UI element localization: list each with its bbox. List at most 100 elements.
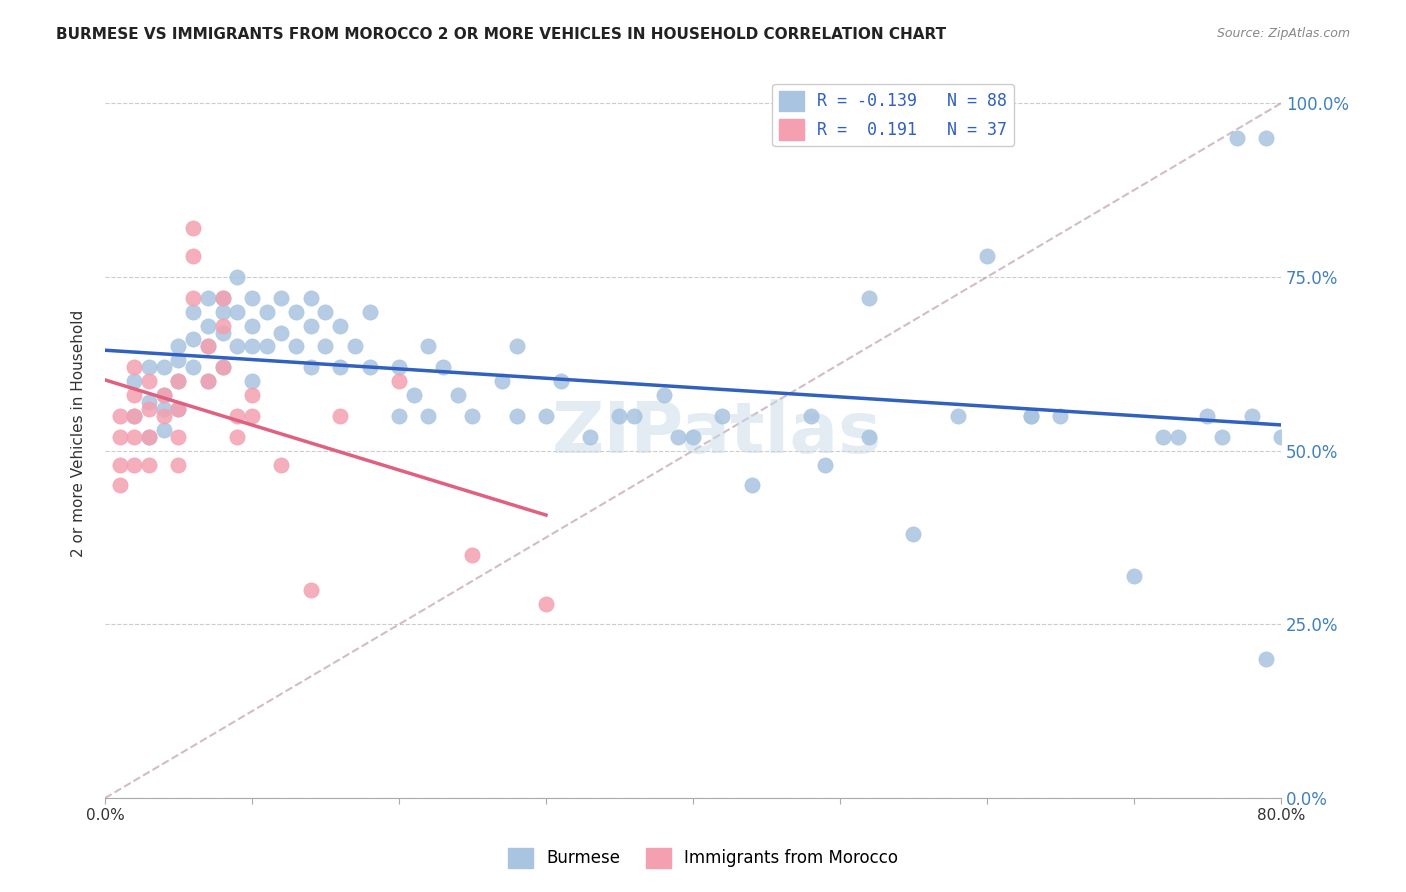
Point — [1123, 568, 1146, 582]
Legend: R = -0.139   N = 88, R =  0.191   N = 37: R = -0.139 N = 88, R = 0.191 N = 37 — [772, 84, 1014, 146]
Point — [1049, 409, 1071, 423]
Point — [314, 304, 336, 318]
Point — [256, 304, 278, 318]
Point — [211, 304, 233, 318]
Point — [858, 291, 880, 305]
Point — [240, 318, 263, 333]
Point — [505, 339, 527, 353]
Point — [343, 339, 366, 353]
Point — [946, 409, 969, 423]
Point — [1197, 409, 1219, 423]
Point — [167, 401, 190, 416]
Point — [138, 430, 160, 444]
Point — [976, 249, 998, 263]
Y-axis label: 2 or more Vehicles in Household: 2 or more Vehicles in Household — [72, 310, 86, 557]
Point — [652, 388, 675, 402]
Point — [138, 395, 160, 409]
Point — [285, 339, 308, 353]
Point — [138, 360, 160, 375]
Point — [152, 409, 174, 423]
Point — [211, 360, 233, 375]
Point — [226, 269, 249, 284]
Point — [181, 221, 204, 235]
Point — [197, 374, 219, 388]
Point — [124, 409, 146, 423]
Point — [138, 401, 160, 416]
Point — [1256, 131, 1278, 145]
Point — [124, 458, 146, 472]
Point — [270, 291, 292, 305]
Point — [903, 527, 925, 541]
Text: Source: ZipAtlas.com: Source: ZipAtlas.com — [1216, 27, 1350, 40]
Point — [167, 401, 190, 416]
Point — [181, 249, 204, 263]
Point — [167, 374, 190, 388]
Point — [152, 423, 174, 437]
Point — [240, 291, 263, 305]
Point — [152, 388, 174, 402]
Text: ZIPatlas: ZIPatlas — [551, 399, 882, 467]
Point — [1019, 409, 1042, 423]
Point — [240, 388, 263, 402]
Point — [181, 304, 204, 318]
Point — [711, 409, 734, 423]
Point — [1167, 430, 1189, 444]
Point — [138, 430, 160, 444]
Point — [314, 339, 336, 353]
Point — [108, 430, 131, 444]
Point — [211, 291, 233, 305]
Point — [124, 409, 146, 423]
Point — [197, 318, 219, 333]
Point — [285, 304, 308, 318]
Point — [461, 548, 484, 562]
Point — [197, 374, 219, 388]
Point — [226, 409, 249, 423]
Point — [505, 409, 527, 423]
Point — [152, 401, 174, 416]
Point — [167, 458, 190, 472]
Point — [108, 409, 131, 423]
Point — [388, 360, 411, 375]
Point — [181, 291, 204, 305]
Legend: Burmese, Immigrants from Morocco: Burmese, Immigrants from Morocco — [502, 841, 904, 875]
Point — [124, 430, 146, 444]
Point — [461, 409, 484, 423]
Point — [181, 360, 204, 375]
Point — [682, 430, 704, 444]
Point — [226, 339, 249, 353]
Point — [623, 409, 645, 423]
Point — [534, 409, 557, 423]
Point — [181, 333, 204, 347]
Point — [1019, 409, 1042, 423]
Point — [256, 339, 278, 353]
Point — [814, 458, 837, 472]
Point — [491, 374, 513, 388]
Point — [226, 304, 249, 318]
Point — [167, 353, 190, 368]
Point — [197, 339, 219, 353]
Point — [1152, 430, 1174, 444]
Point — [226, 430, 249, 444]
Point — [402, 388, 425, 402]
Point — [152, 360, 174, 375]
Point — [138, 458, 160, 472]
Point — [858, 430, 880, 444]
Point — [124, 388, 146, 402]
Point — [1211, 430, 1233, 444]
Point — [124, 374, 146, 388]
Text: BURMESE VS IMMIGRANTS FROM MOROCCO 2 OR MORE VEHICLES IN HOUSEHOLD CORRELATION C: BURMESE VS IMMIGRANTS FROM MOROCCO 2 OR … — [56, 27, 946, 42]
Point — [211, 326, 233, 340]
Point — [197, 339, 219, 353]
Point — [1270, 430, 1292, 444]
Point — [359, 304, 381, 318]
Point — [550, 374, 572, 388]
Point — [741, 478, 763, 492]
Point — [211, 318, 233, 333]
Point — [329, 318, 352, 333]
Point — [1240, 409, 1263, 423]
Point — [240, 339, 263, 353]
Point — [666, 430, 689, 444]
Point — [167, 374, 190, 388]
Point — [240, 374, 263, 388]
Point — [359, 360, 381, 375]
